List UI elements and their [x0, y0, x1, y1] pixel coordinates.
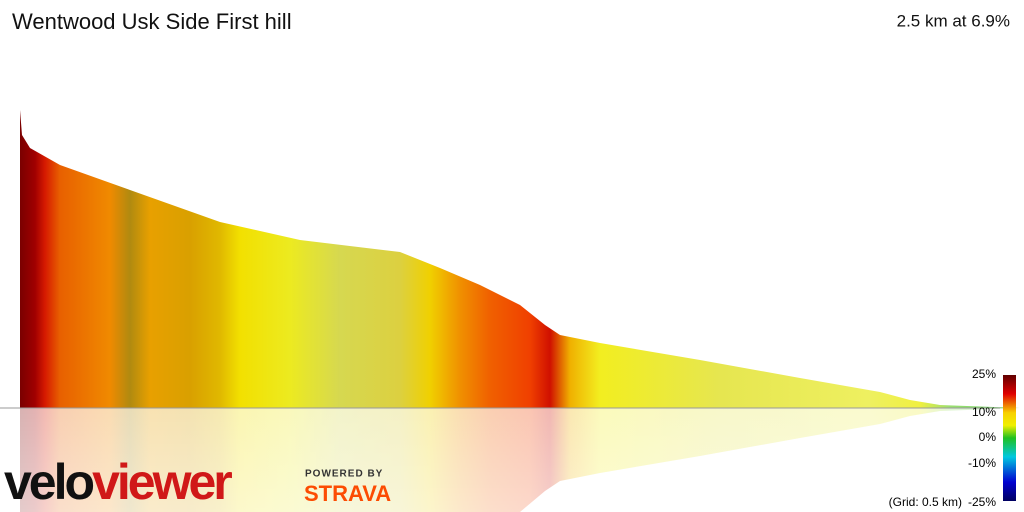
legend-label: 0% — [979, 430, 997, 444]
title: Wentwood Usk Side First hill — [12, 9, 292, 34]
grid-note: (Grid: 0.5 km) — [889, 495, 962, 509]
legend-label: 25% — [972, 367, 996, 381]
profile — [0, 110, 1020, 512]
profile-surface — [20, 110, 1020, 408]
logo: veloviewer — [4, 454, 232, 510]
powered-by: POWERED BY — [305, 469, 383, 480]
legend-label: -25% — [968, 495, 996, 509]
branding: veloviewer POWERED BY STRAVA — [4, 454, 391, 510]
reflection-fade — [0, 408, 1000, 512]
logo-second: viewer — [92, 454, 232, 510]
strava-logo: STRAVA — [304, 481, 391, 506]
legend-label: 10% — [972, 405, 996, 419]
logo-first: velo — [4, 454, 94, 510]
summary: 2.5 km at 6.9% — [897, 11, 1010, 30]
grade-legend: 25% 10% 0% -10% -25% (Grid: 0.5 km) — [889, 367, 1016, 509]
legend-label: -10% — [968, 456, 996, 470]
grade-scale — [1003, 375, 1016, 501]
